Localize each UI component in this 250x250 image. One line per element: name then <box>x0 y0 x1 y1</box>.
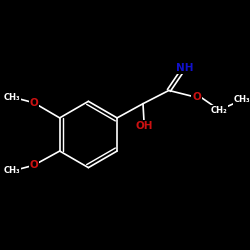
Text: CH₃: CH₃ <box>4 166 21 175</box>
Text: NH: NH <box>176 63 194 73</box>
Text: O: O <box>30 98 38 108</box>
Text: CH₂: CH₂ <box>211 106 228 114</box>
Text: O: O <box>30 160 38 170</box>
Text: CH₃: CH₃ <box>4 92 21 102</box>
Text: OH: OH <box>136 121 153 131</box>
Text: CH₃: CH₃ <box>234 96 250 104</box>
Text: O: O <box>192 92 201 102</box>
